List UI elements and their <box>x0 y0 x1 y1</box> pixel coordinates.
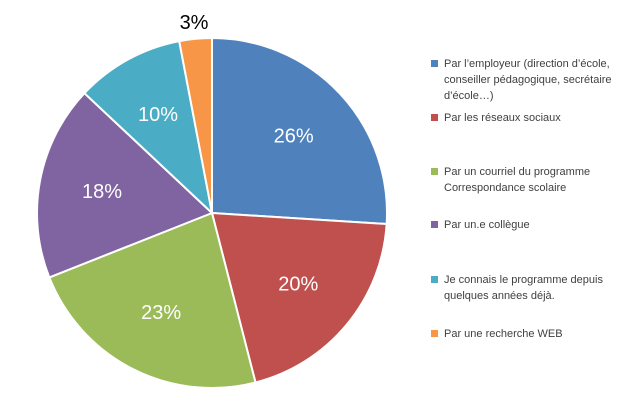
legend-swatch <box>431 60 438 67</box>
legend-label: Par une recherche WEB <box>444 328 563 340</box>
legend-item-2: Par les réseaux sociaux <box>431 110 629 126</box>
data-label-4: 18% <box>82 181 122 203</box>
legend-label: Par un.e collègue <box>444 219 530 231</box>
legend-item-3: Par un courriel du programme Corresponda… <box>431 164 629 196</box>
pie-slice-2 <box>210 211 388 384</box>
data-label-5: 10% <box>138 104 178 126</box>
legend-swatch <box>431 276 438 283</box>
legend-label: Par les réseaux sociaux <box>444 112 561 124</box>
data-label-6: 3% <box>180 12 209 34</box>
pie-slice-6 <box>178 36 213 214</box>
pie-slice-3 <box>47 211 257 389</box>
legend-swatch <box>431 221 438 228</box>
data-label-3: 23% <box>141 302 181 324</box>
pie-slice-4 <box>36 91 214 279</box>
legend-label: Par l’employeur (direction d’école, cons… <box>444 58 612 102</box>
legend-swatch <box>431 330 438 337</box>
data-label-2: 20% <box>278 273 318 295</box>
legend-item-4: Par un.e collègue <box>431 217 629 233</box>
legend-label: Par un courriel du programme Corresponda… <box>444 166 591 194</box>
legend-item-5: Je connais le programme depuis quelques … <box>431 272 629 304</box>
legend-swatch <box>431 168 438 175</box>
pie-slice-5 <box>83 39 214 216</box>
pie-slice-1 <box>211 36 388 226</box>
data-label-1: 26% <box>274 125 314 147</box>
legend-item-6: Par une recherche WEB <box>431 326 629 342</box>
chart-legend: Par l’employeur (direction d’école, cons… <box>431 0 631 411</box>
legend-swatch <box>431 114 438 121</box>
legend-item-1: Par l’employeur (direction d’école, cons… <box>431 56 629 104</box>
legend-label: Je connais le programme depuis quelques … <box>444 274 603 302</box>
